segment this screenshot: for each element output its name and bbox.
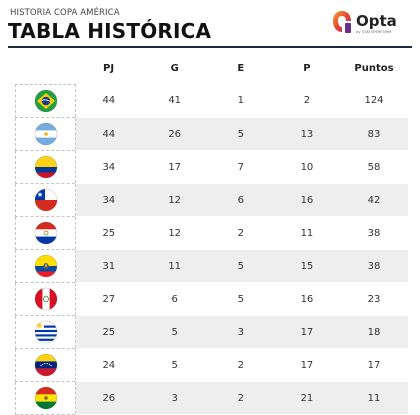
table-row: 25 5 3 17 18	[15, 315, 408, 349]
cell-pj: 44	[75, 117, 142, 151]
column-header-p: P	[303, 62, 311, 74]
logo-text: Opta	[356, 12, 397, 30]
column-header-e: E	[237, 62, 245, 74]
cell-g: 12	[141, 216, 208, 250]
table-header-row: PJ G E P Puntos	[16, 52, 409, 85]
cell-pj: 31	[75, 249, 142, 283]
subtitle: HISTORIA COPA AMÉRICA	[10, 8, 120, 18]
cell-pj: 34	[75, 183, 142, 217]
cell-puntos: 18	[340, 315, 408, 349]
logo-subtext: by STATSPERFORM	[356, 30, 392, 34]
bolivia-flag-icon	[34, 386, 57, 410]
cell-e: 2	[207, 348, 274, 382]
chile-flag-icon	[34, 188, 57, 212]
cell-puntos: 38	[340, 216, 408, 250]
venezuela-flag-icon	[34, 353, 57, 377]
cell-e: 3	[207, 315, 274, 349]
flag-cell	[15, 216, 76, 250]
cell-g: 5	[141, 348, 208, 382]
cell-puntos: 38	[340, 249, 408, 283]
ecuador-flag-icon	[34, 254, 57, 278]
cell-g: 26	[141, 117, 208, 151]
cell-pj: 25	[75, 216, 142, 250]
table-row: 44 26 5 13 83	[15, 117, 408, 151]
cell-e: 5	[207, 249, 274, 283]
flag-cell	[15, 249, 76, 283]
cell-g: 3	[141, 381, 208, 415]
cell-e: 2	[207, 216, 274, 250]
cell-g: 6	[141, 282, 208, 316]
cell-p: 2	[273, 84, 340, 118]
uruguay-flag-icon	[34, 320, 57, 344]
column-header-pj: PJ	[103, 62, 115, 74]
table-row: 34 17 7 10 58	[15, 150, 408, 184]
header: HISTORIA COPA AMÉRICA TABLA HISTÓRICA Op…	[8, 6, 412, 46]
cell-e: 2	[207, 381, 274, 415]
cell-e: 1	[207, 84, 274, 118]
flag-cell	[15, 84, 76, 118]
table-row: 27 6 5 16 23	[15, 282, 408, 316]
cell-p: 21	[273, 381, 340, 415]
cell-puntos: 42	[340, 183, 408, 217]
cell-e: 6	[207, 183, 274, 217]
standings-table: PJ G E P Puntos 44 41 1 2 124 44 26 5 13 83 34 17 7 1…	[15, 52, 408, 415]
cell-e: 7	[207, 150, 274, 184]
cell-puntos: 17	[340, 348, 408, 382]
argentina-flag-icon	[34, 122, 57, 146]
opta-logo: Opta by STATSPERFORM	[332, 10, 406, 36]
page-title: TABLA HISTÓRICA	[8, 19, 212, 43]
peru-flag-icon	[34, 287, 57, 311]
cell-e: 5	[207, 282, 274, 316]
cell-puntos: 83	[340, 117, 408, 151]
flag-cell	[15, 183, 76, 217]
flag-cell	[15, 315, 76, 349]
brazil-flag-icon	[34, 89, 57, 113]
cell-puntos: 58	[340, 150, 408, 184]
cell-puntos: 11	[340, 381, 408, 415]
table-row: 26 3 2 21 11	[15, 381, 408, 415]
cell-g: 41	[141, 84, 208, 118]
cell-pj: 27	[75, 282, 142, 316]
table-row: 25 12 2 11 38	[15, 216, 408, 250]
table-row: 24 5 2 17 17	[15, 348, 408, 382]
flag-cell	[15, 150, 76, 184]
colombia-flag-icon	[34, 155, 57, 179]
flag-cell	[15, 282, 76, 316]
cell-e: 5	[207, 117, 274, 151]
cell-g: 12	[141, 183, 208, 217]
column-header-puntos: Puntos	[354, 62, 394, 74]
cell-p: 11	[273, 216, 340, 250]
table-row: 34 12 6 16 42	[15, 183, 408, 217]
cell-g: 11	[141, 249, 208, 283]
cell-p: 13	[273, 117, 340, 151]
cell-g: 17	[141, 150, 208, 184]
cell-g: 5	[141, 315, 208, 349]
table-row: 31 11 5 15 38	[15, 249, 408, 283]
cell-p: 16	[273, 183, 340, 217]
column-header-team	[16, 52, 76, 85]
table-body: 44 41 1 2 124 44 26 5 13 83 34 17 7 10 58 34 12 6 16 42 25 12…	[15, 84, 408, 415]
cell-p: 15	[273, 249, 340, 283]
cell-pj: 34	[75, 150, 142, 184]
title-divider	[8, 46, 412, 48]
column-header-g: G	[170, 62, 179, 74]
flag-cell	[15, 117, 76, 151]
paraguay-flag-icon	[34, 221, 57, 245]
flag-cell	[15, 381, 76, 415]
cell-p: 16	[273, 282, 340, 316]
cell-p: 17	[273, 348, 340, 382]
cell-pj: 26	[75, 381, 142, 415]
cell-puntos: 124	[340, 84, 408, 118]
table-row: 44 41 1 2 124	[15, 84, 408, 118]
cell-pj: 25	[75, 315, 142, 349]
flag-cell	[15, 348, 76, 382]
cell-p: 10	[273, 150, 340, 184]
opta-logo-icon	[333, 11, 351, 33]
cell-p: 17	[273, 315, 340, 349]
cell-pj: 44	[75, 84, 142, 118]
cell-puntos: 23	[340, 282, 408, 316]
cell-pj: 24	[75, 348, 142, 382]
